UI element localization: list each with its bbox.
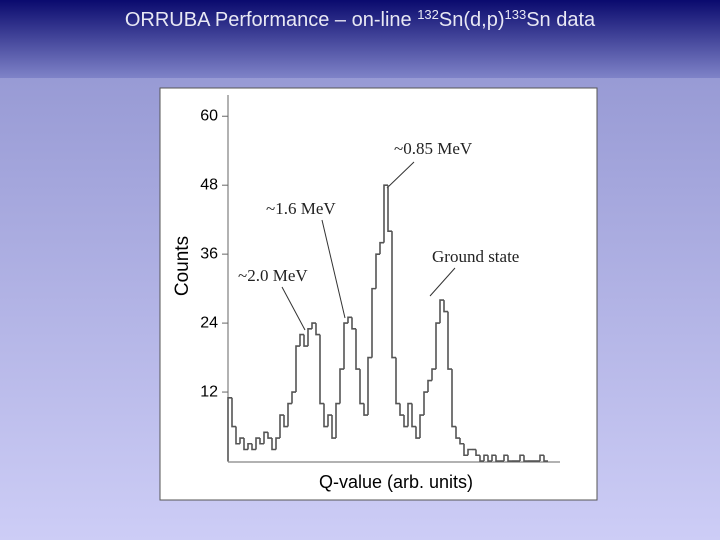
histogram-bin	[491, 454, 496, 461]
histogram-bin	[363, 403, 368, 416]
title-part: Sn(d,p)	[439, 9, 505, 31]
histogram-bin	[483, 454, 488, 461]
histogram-bin	[387, 185, 392, 232]
histogram-bin	[455, 426, 460, 439]
histogram-bin	[267, 432, 272, 439]
histogram-bin	[507, 455, 512, 462]
histogram-bin	[503, 454, 508, 461]
annotation: ~0.85 MeV	[394, 139, 473, 158]
histogram-bin	[339, 368, 344, 404]
histogram-bin	[287, 402, 292, 427]
title-sup: 133	[504, 7, 526, 22]
histogram-bin	[423, 391, 428, 416]
title-part: Sn data	[526, 9, 596, 31]
chart-panel	[159, 87, 598, 501]
histogram-bin	[523, 455, 528, 462]
header-band	[0, 0, 720, 78]
y-tick-label: 36	[200, 245, 218, 262]
histogram-bin	[295, 345, 300, 393]
histogram-bin	[271, 438, 276, 451]
arrow	[386, 161, 415, 189]
histogram-bin	[475, 449, 480, 457]
histogram-bin	[311, 322, 316, 329]
arrow	[281, 286, 306, 331]
histogram-bin	[351, 317, 356, 330]
histogram-bin	[347, 316, 352, 324]
histogram-bin	[327, 414, 332, 427]
histogram-bin	[391, 231, 396, 359]
histogram-bin	[291, 391, 296, 404]
chart: Counts Q-value (arb. units) ~0.85 MeV ~1…	[159, 87, 598, 501]
arrow	[429, 267, 456, 297]
title-part: ORRUBA Performance – on-line	[125, 9, 417, 31]
histogram-bin	[259, 438, 264, 445]
histogram-bin	[319, 334, 324, 405]
histogram-bin	[243, 438, 248, 451]
histogram-bin	[447, 311, 452, 370]
histogram-bin	[543, 455, 548, 462]
y-tick-label: 24	[200, 314, 218, 331]
histogram-bin	[315, 323, 320, 336]
histogram-bin	[335, 402, 340, 439]
histogram-bin	[235, 426, 240, 445]
histogram-bin	[519, 454, 524, 461]
histogram-bin	[227, 396, 232, 461]
histogram-bin	[479, 455, 484, 462]
histogram-bin	[303, 334, 308, 347]
histogram-bin	[407, 402, 412, 427]
histogram-bin	[355, 328, 360, 370]
histogram-bin	[359, 369, 364, 405]
y-tick-label: 48	[200, 176, 218, 193]
histogram-bin	[251, 443, 256, 451]
annotation: ~2.0 MeV	[238, 266, 308, 285]
histogram-bin	[367, 356, 372, 416]
histogram-bin	[443, 300, 448, 313]
histogram-bin	[383, 184, 388, 243]
histogram-bin	[395, 357, 400, 405]
x-axis-label: Q-value (arb. units)	[319, 472, 473, 492]
histogram-bin	[419, 414, 424, 439]
histogram-bin	[323, 403, 328, 428]
title-sup: 132	[417, 7, 439, 22]
histogram-bin	[255, 437, 260, 450]
histogram-bin	[371, 287, 376, 358]
histogram-bin	[463, 443, 468, 457]
histogram-bin	[379, 241, 384, 255]
histogram-bin	[467, 448, 472, 456]
histogram-bin	[431, 368, 436, 381]
histogram-bin	[331, 415, 336, 439]
slide-title: ORRUBA Performance – on-line 132Sn(d,p)1…	[125, 7, 596, 32]
histogram-bin	[539, 454, 544, 461]
y-axis-label: Counts	[172, 236, 193, 296]
histogram-bin	[439, 299, 444, 324]
histogram-bin	[263, 431, 268, 444]
histogram-bin	[427, 379, 432, 393]
histogram-bin	[299, 333, 304, 347]
histogram-bin	[343, 322, 348, 370]
histogram-bin	[247, 442, 252, 450]
histogram-bin	[231, 397, 236, 428]
histogram-bin	[239, 437, 244, 444]
annotation: ~1.6 MeV	[266, 199, 336, 218]
histogram-bin	[487, 455, 492, 462]
histogram-bin	[459, 438, 464, 445]
y-tick-label: 12	[200, 383, 218, 400]
histogram-bin	[399, 403, 404, 416]
histogram-bin	[411, 403, 416, 428]
histogram-bin	[375, 253, 380, 289]
histogram-bin	[435, 322, 440, 370]
histogram-bin	[495, 455, 500, 462]
histogram-bin	[279, 414, 284, 439]
arrow	[321, 219, 346, 319]
histogram-bin	[275, 437, 280, 450]
histogram-bin	[415, 426, 420, 439]
y-tick-label: 60	[200, 107, 218, 124]
annotation: Ground state	[432, 247, 519, 266]
histogram-bin	[283, 415, 288, 428]
histogram-bin	[403, 415, 408, 428]
histogram-bin	[451, 369, 456, 428]
histogram-bin	[307, 328, 312, 347]
